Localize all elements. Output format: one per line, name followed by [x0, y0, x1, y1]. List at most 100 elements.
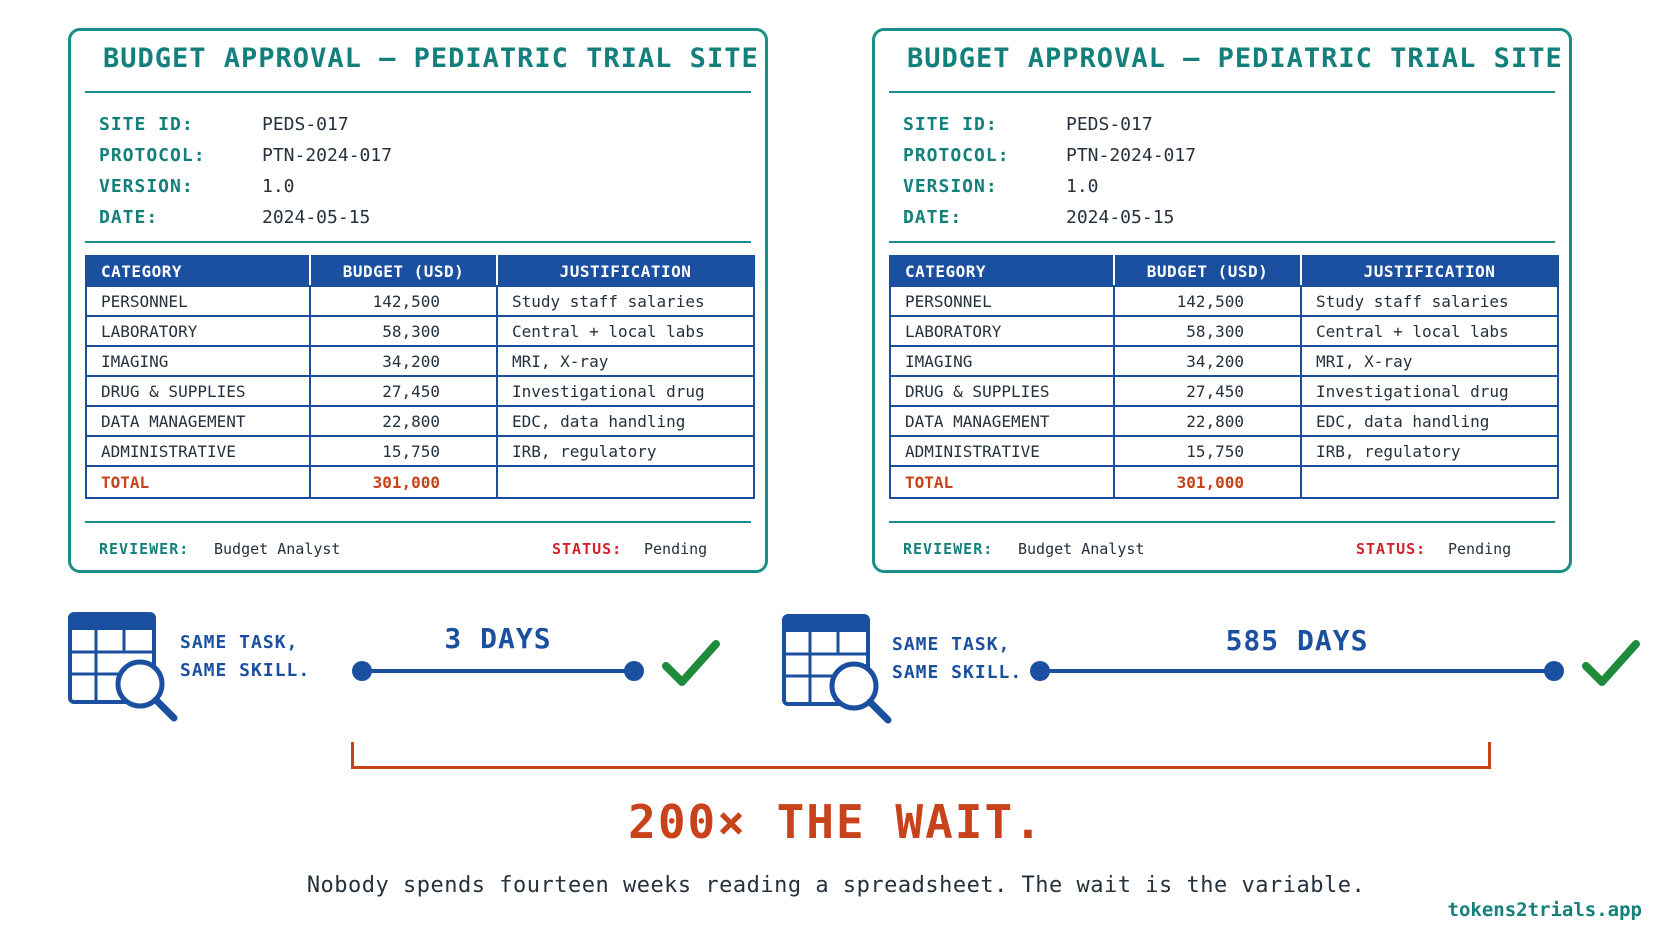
check-icon — [1582, 638, 1640, 694]
budget-cell: 22,800 — [309, 405, 498, 437]
justification-cell: IRB, regulatory — [1300, 435, 1559, 467]
meta-value: 1.0 — [262, 176, 295, 197]
meta-key: VERSION: — [99, 176, 194, 197]
budget-cell: 142,500 — [309, 285, 498, 317]
justification-cell: EDC, data handling — [1300, 405, 1559, 437]
card-title: BUDGET APPROVAL — PEDIATRIC TRIAL SITE — [103, 43, 759, 74]
category-cell: LABORATORY — [85, 315, 311, 347]
meta-row-version: VERSION: 1.0 — [99, 171, 392, 202]
timeline-bar-long — [1040, 669, 1554, 673]
category-cell: ADMINISTRATIVE — [889, 435, 1115, 467]
timeline-start-dot — [352, 661, 372, 681]
total-label: TOTAL — [85, 465, 311, 499]
table-row: LABORATORY 58,300 Central + local labs — [889, 315, 1559, 347]
budget-cell: 58,300 — [1113, 315, 1302, 347]
meta-value: PEDS-017 — [262, 114, 349, 135]
meta-value: PTN-2024-017 — [1066, 145, 1197, 166]
meta-row-protocol: PROTOCOL: PTN-2024-017 — [903, 140, 1196, 171]
justification-cell: IRB, regulatory — [496, 435, 755, 467]
meta-key: PROTOCOL: — [99, 145, 206, 166]
meta-value: 2024-05-15 — [1066, 207, 1175, 228]
table-header-row: CATEGORY BUDGET (USD) JUSTIFICATION — [85, 255, 755, 287]
spreadsheet-search-icon — [782, 614, 894, 730]
same-task-line: SAME TASK, — [180, 632, 299, 653]
budget-cell: 34,200 — [309, 345, 498, 377]
budget-cell: 34,200 — [1113, 345, 1302, 377]
budget-card-left: BUDGET APPROVAL — PEDIATRIC TRIAL SITE S… — [68, 28, 768, 573]
table-row: DRUG & SUPPLIES 27,450 Investigational dru… — [889, 375, 1559, 407]
brand-link[interactable]: tokens2trials.app — [1447, 899, 1642, 921]
category-cell: DATA MANAGEMENT — [889, 405, 1115, 437]
table-row: DATA MANAGEMENT 22,800 EDC, data handling — [85, 405, 755, 437]
column-header-budget: BUDGET (USD) — [1113, 255, 1302, 287]
same-task-label: SAME TASK, SAME SKILL. — [892, 631, 1022, 687]
category-cell: LABORATORY — [889, 315, 1115, 347]
column-header-category: CATEGORY — [889, 255, 1115, 287]
status-label: STATUS: — [1356, 540, 1427, 558]
budget-card-right: BUDGET APPROVAL — PEDIATRIC TRIAL SITE S… — [872, 28, 1572, 573]
total-row: TOTAL 301,000 — [889, 465, 1559, 499]
status-value: Pending — [1448, 540, 1512, 558]
days-label-585: 585 DAYS — [1225, 624, 1369, 657]
total-value: 301,000 — [309, 465, 498, 499]
timeline-end-dot — [1544, 661, 1564, 681]
budget-cell: 27,450 — [309, 375, 498, 407]
spreadsheet-search-icon — [68, 612, 180, 728]
meta-row-date: DATE: 2024-05-15 — [903, 202, 1196, 233]
category-cell: ADMINISTRATIVE — [85, 435, 311, 467]
table-row: DATA MANAGEMENT 22,800 EDC, data handling — [889, 405, 1559, 437]
timeline-bar-short — [362, 669, 634, 673]
total-empty-cell — [1300, 465, 1559, 499]
table-row: IMAGING 34,200 MRI, X-ray — [85, 345, 755, 377]
meta-value: 2024-05-15 — [262, 207, 371, 228]
category-cell: IMAGING — [85, 345, 311, 377]
reviewer-label: REVIEWER: — [903, 540, 994, 558]
justification-cell: Central + local labs — [496, 315, 755, 347]
justification-cell: MRI, X-ray — [1300, 345, 1559, 377]
same-task-line: SAME TASK, — [892, 634, 1011, 655]
meta-key: PROTOCOL: — [903, 145, 1010, 166]
justification-cell: Study staff salaries — [496, 285, 755, 317]
comparison-bracket — [351, 742, 1491, 769]
meta-block: SITE ID: PEDS-017 PROTOCOL: PTN-2024-017 V… — [99, 109, 392, 233]
table-row: IMAGING 34,200 MRI, X-ray — [889, 345, 1559, 377]
column-header-justification: JUSTIFICATION — [1300, 255, 1559, 287]
justification-cell: Investigational drug — [496, 375, 755, 407]
divider — [85, 241, 751, 243]
column-header-category: CATEGORY — [85, 255, 311, 287]
justification-cell: EDC, data handling — [496, 405, 755, 437]
total-empty-cell — [496, 465, 755, 499]
reviewer-value: Budget Analyst — [1018, 540, 1145, 558]
column-header-budget: BUDGET (USD) — [309, 255, 498, 287]
category-cell: PERSONNEL — [85, 285, 311, 317]
total-value: 301,000 — [1113, 465, 1302, 499]
same-skill-line: SAME SKILL. — [892, 662, 1023, 683]
meta-block: SITE ID: PEDS-017 PROTOCOL: PTN-2024-017 V… — [903, 109, 1196, 233]
budget-cell: 15,750 — [1113, 435, 1302, 467]
meta-row-site-id: SITE ID: PEDS-017 — [903, 109, 1196, 140]
table-header-row: CATEGORY BUDGET (USD) JUSTIFICATION — [889, 255, 1559, 287]
same-task-label: SAME TASK, SAME SKILL. — [180, 629, 310, 685]
category-cell: IMAGING — [889, 345, 1115, 377]
justification-cell: Study staff salaries — [1300, 285, 1559, 317]
column-header-justification: JUSTIFICATION — [496, 255, 755, 287]
budget-cell: 142,500 — [1113, 285, 1302, 317]
meta-value: PTN-2024-017 — [262, 145, 393, 166]
headline: 200× THE WAIT. — [628, 795, 1044, 849]
table-row: ADMINISTRATIVE 15,750 IRB, regulatory — [889, 435, 1559, 467]
divider — [85, 91, 751, 93]
justification-cell: Central + local labs — [1300, 315, 1559, 347]
subline: Nobody spends fourteen weeks reading a s… — [306, 873, 1366, 898]
divider — [889, 241, 1555, 243]
total-row: TOTAL 301,000 — [85, 465, 755, 499]
timeline-end-dot — [624, 661, 644, 681]
card-title: BUDGET APPROVAL — PEDIATRIC TRIAL SITE — [907, 43, 1563, 74]
card-footer: REVIEWER: Budget Analyst STATUS: Pending — [99, 536, 745, 566]
meta-row-date: DATE: 2024-05-15 — [99, 202, 392, 233]
category-cell: DRUG & SUPPLIES — [889, 375, 1115, 407]
category-cell: PERSONNEL — [889, 285, 1115, 317]
meta-value: PEDS-017 — [1066, 114, 1153, 135]
reviewer-value: Budget Analyst — [214, 540, 341, 558]
same-skill-line: SAME SKILL. — [180, 660, 311, 681]
budget-cell: 22,800 — [1113, 405, 1302, 437]
